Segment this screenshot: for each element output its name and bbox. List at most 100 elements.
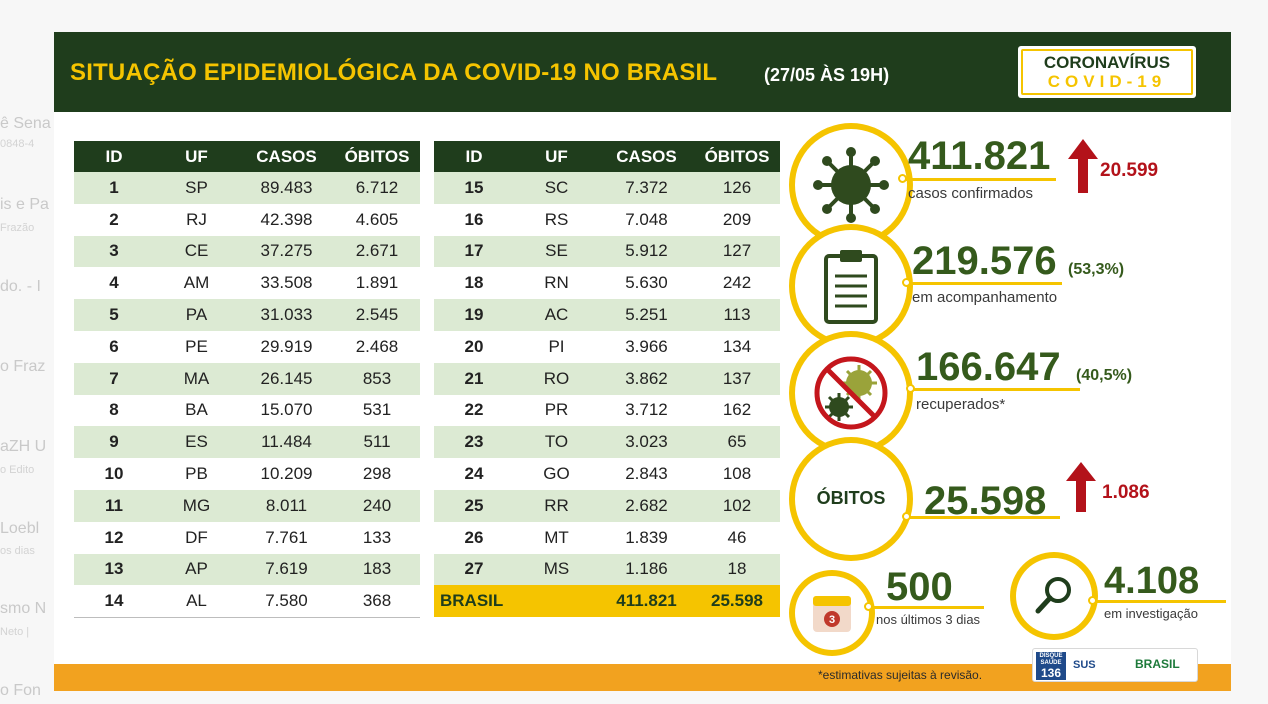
cell-obitos: 137 (722, 368, 752, 388)
cell-obitos: 6.712 (355, 177, 399, 197)
cell-casos: 5.912 (625, 241, 668, 261)
title-date: (27/05 ÀS 19H) (764, 65, 890, 85)
state-table-left: ID UF CASOS ÓBITOS 1 SP 89.483 6.712 2 RJ 42.3… (74, 141, 420, 619)
deaths-delta: 1.086 (1102, 482, 1150, 503)
header-uf: UF (185, 146, 208, 166)
cell-obitos: 240 (362, 495, 392, 515)
disque-number: 136 (1040, 666, 1062, 680)
cell-obitos: 18 (727, 559, 747, 579)
cell-uf: ES (185, 432, 208, 452)
cell-obitos: 102 (722, 495, 752, 515)
cell-id: 13 (104, 559, 124, 579)
cell-obitos: 2.545 (355, 305, 399, 325)
cell-casos: 5.251 (625, 305, 668, 325)
cell-obitos: 209 (722, 209, 752, 229)
cell-casos: 5.630 (625, 273, 668, 293)
cell-uf: DF (185, 527, 208, 547)
table-row: 1 SP 89.483 6.712 (74, 172, 420, 204)
clipboard-circle (789, 224, 913, 348)
table-row: 17 SE 5.912 127 (434, 235, 780, 268)
background-fragment: Neto | (0, 626, 30, 638)
cell-id: 21 (464, 368, 484, 388)
cell-casos: 1.839 (625, 527, 668, 547)
table-row: 10 PB 10.209 298 (74, 458, 420, 490)
cell-id: 14 (104, 591, 124, 611)
header-casos: CASOS (616, 146, 677, 166)
state-table-right: ID UF CASOS ÓBITOS 15 SC 7.372 126 16 RS 7.048… (434, 141, 780, 618)
header-casos: CASOS (256, 146, 317, 166)
cell-uf: AL (186, 591, 207, 611)
cell-uf: SC (544, 177, 569, 197)
cell-casos: 11.484 (261, 432, 312, 452)
cell-obitos: 2.468 (355, 336, 399, 356)
cell-uf: MG (182, 495, 211, 515)
confirmed-label: casos confirmados (908, 185, 1034, 202)
cell-id: 25 (464, 495, 484, 515)
disque-saude-logo: DISQUE SAÚDE 136 (1036, 652, 1066, 680)
deaths-title: ÓBITOS (816, 488, 886, 508)
government-logos: DISQUE SAÚDE 136 SUS BRASIL (1032, 648, 1198, 682)
cell-uf: RJ (186, 209, 207, 229)
cell-uf: PB (185, 464, 208, 484)
background-fragment: o Fraz (0, 358, 46, 375)
cell-id: 5 (109, 305, 119, 325)
cell-id: 1 (109, 177, 119, 197)
cell-casos: 7.761 (265, 527, 308, 547)
recovered-label: recuperados* (916, 396, 1006, 413)
cell-obitos: 4.605 (355, 209, 399, 229)
header-id: ID (105, 146, 123, 166)
deaths-circle: ÓBITOS (789, 437, 913, 561)
underline (914, 388, 1080, 391)
calendar-circle: 3 (789, 570, 875, 656)
underline (910, 516, 1060, 519)
cell-obitos: 2.671 (355, 241, 399, 261)
cell-id: 15 (464, 177, 484, 197)
cell-uf: GO (543, 464, 570, 484)
cell-casos: 42.398 (260, 209, 313, 229)
cell-id: 2 (109, 209, 119, 229)
background-fragment: 0848-4 (0, 138, 35, 150)
cell-uf: AP (185, 559, 208, 579)
cell-uf: RO (543, 368, 570, 388)
cell-obitos: 162 (722, 400, 752, 420)
disque-label: DISQUE SAÚDE (1039, 653, 1063, 666)
cell-uf: MT (544, 527, 569, 547)
cell-casos: 3.966 (625, 336, 668, 356)
calendar-icon: 3 (813, 596, 851, 632)
header-obitos: ÓBITOS (704, 146, 770, 166)
table-row: 18 RN 5.630 242 (434, 267, 780, 300)
header-bar: SITUAÇÃO EPIDEMIOLÓGICA DA COVID-19 NO B… (54, 32, 1231, 112)
cell-casos: 7.580 (265, 591, 308, 611)
cell-uf: MS (543, 559, 570, 579)
table-row: 21 RO 3.862 137 (434, 362, 780, 395)
cell-casos: 10.209 (260, 464, 313, 484)
cell-uf: CE (184, 241, 209, 261)
page-title: SITUAÇÃO EPIDEMIOLÓGICA DA COVID-19 NO B… (70, 59, 718, 86)
cell-casos: 26.145 (260, 368, 313, 388)
magnifier-circle (1010, 552, 1098, 640)
investigation-label: em investigação (1104, 606, 1198, 621)
cell-uf: PE (185, 336, 208, 356)
logo-line-1: CORONAVÍRUS (1043, 53, 1171, 72)
background-fragment: do. - I (0, 278, 41, 295)
table-row: 25 RR 2.682 102 (434, 489, 780, 522)
recovered-circle (789, 331, 913, 455)
background-fragment: is e Pa (0, 196, 49, 213)
cell-casos: 8.011 (265, 495, 308, 515)
arrow-up-icon (1068, 139, 1098, 193)
cell-obitos: 134 (722, 336, 752, 356)
table-row: 4 AM 33.508 1.891 (74, 267, 420, 300)
investigation-value: 4.108 (1104, 560, 1200, 602)
confirmed-value: 411.821 (908, 134, 1051, 178)
last3-value: 500 (886, 565, 953, 609)
cell-id: 19 (464, 305, 484, 325)
header-uf: UF (545, 146, 568, 166)
table-row: 23 TO 3.023 65 (434, 426, 780, 459)
cell-obitos: 511 (363, 432, 391, 452)
cell-uf: SP (185, 177, 208, 197)
monitoring-pct: (53,3%) (1068, 261, 1125, 278)
cell-id: 12 (104, 527, 124, 547)
virus-icon (813, 147, 889, 223)
cell-casos: 31.033 (260, 305, 313, 325)
infographic-panel: SITUAÇÃO EPIDEMIOLÓGICA DA COVID-19 NO B… (54, 32, 1231, 691)
